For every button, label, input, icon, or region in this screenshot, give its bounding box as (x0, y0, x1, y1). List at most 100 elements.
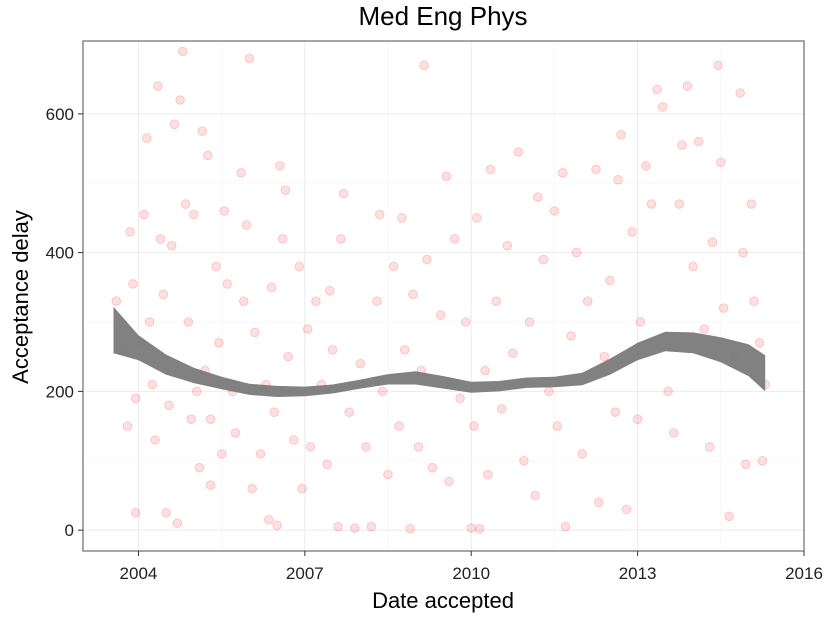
data-point (538, 254, 549, 265)
data-point (322, 459, 332, 470)
data-point (388, 261, 399, 272)
data-point (674, 199, 685, 209)
x-tick-label: 2013 (619, 564, 657, 583)
data-point (716, 157, 726, 168)
plot-border (82, 40, 805, 552)
data-point (496, 404, 507, 414)
data-point (627, 227, 637, 237)
data-point (197, 126, 207, 136)
data-point (605, 275, 615, 286)
data-point (663, 386, 673, 397)
data-point (472, 213, 482, 223)
data-point (183, 317, 194, 327)
data-point (153, 81, 163, 91)
data-point (155, 234, 166, 244)
data-point (399, 345, 410, 355)
data-point (616, 129, 626, 140)
y-tick-label: 200 (46, 382, 74, 401)
data-point (230, 428, 241, 438)
data-point (491, 296, 502, 307)
data-point (530, 490, 540, 501)
data-point (383, 469, 393, 480)
data-point (635, 317, 646, 327)
data-point (449, 234, 460, 244)
data-point (355, 358, 366, 369)
data-point (610, 407, 621, 418)
smooth-confidence-band (113, 306, 766, 397)
data-point (372, 296, 382, 307)
data-point (688, 261, 698, 272)
data-point (469, 421, 479, 431)
data-point (266, 282, 277, 293)
data-point (269, 407, 280, 418)
data-point (344, 407, 355, 418)
data-point (549, 206, 560, 216)
data-point (724, 511, 734, 522)
data-point (704, 442, 715, 452)
data-point (566, 331, 576, 341)
data-point (272, 520, 282, 531)
data-point (214, 338, 224, 348)
data-point (374, 209, 385, 220)
data-point (203, 150, 213, 161)
data-point (480, 365, 490, 376)
data-point (139, 209, 149, 220)
data-point (125, 227, 135, 237)
data-point (582, 296, 593, 307)
data-point (169, 119, 180, 130)
data-point (444, 476, 454, 487)
data-point (172, 518, 183, 529)
data-point (294, 261, 305, 272)
data-point (289, 435, 299, 445)
data-point (677, 140, 687, 150)
data-point (255, 449, 266, 459)
data-point (632, 414, 643, 425)
x-tick-label: 2010 (452, 564, 490, 583)
data-point (441, 171, 452, 182)
data-point (239, 296, 249, 307)
data-point (435, 310, 446, 320)
data-point (405, 524, 416, 534)
data-point (741, 459, 751, 470)
data-point (244, 53, 255, 64)
data-point (366, 521, 377, 532)
data-point (178, 46, 188, 57)
data-point (327, 345, 338, 355)
data-point (377, 386, 388, 397)
data-point (668, 428, 679, 438)
data-point (693, 136, 704, 147)
chart-title: Med Eng Phys (358, 1, 527, 31)
y-tick-label: 0 (65, 521, 74, 540)
data-point (275, 161, 285, 171)
data-point (350, 523, 360, 533)
data-point (394, 421, 404, 431)
data-point (713, 60, 723, 71)
data-point (186, 414, 196, 425)
data-point (485, 164, 496, 175)
data-point (164, 400, 174, 411)
data-point (544, 386, 554, 397)
data-point (219, 206, 230, 216)
data-point (571, 247, 582, 258)
plot-panel: 2004 2007 2010 2013 2016 0 200 400 600 (46, 40, 823, 583)
data-point (194, 462, 205, 473)
data-point (247, 483, 257, 494)
data-point (336, 234, 346, 244)
data-point (707, 237, 718, 247)
data-point (613, 175, 624, 185)
data-point (483, 469, 493, 480)
data-point (280, 185, 291, 195)
data-point (413, 442, 424, 452)
data-point (311, 296, 321, 307)
data-point (325, 286, 335, 296)
data-point (216, 449, 227, 459)
data-point (130, 508, 141, 518)
data-point (122, 421, 133, 431)
data-point (599, 351, 610, 362)
data-point (397, 213, 407, 223)
data-point (646, 199, 657, 209)
data-point (158, 289, 169, 300)
data-point (150, 435, 160, 445)
data-point (552, 421, 563, 431)
data-point (161, 508, 171, 518)
